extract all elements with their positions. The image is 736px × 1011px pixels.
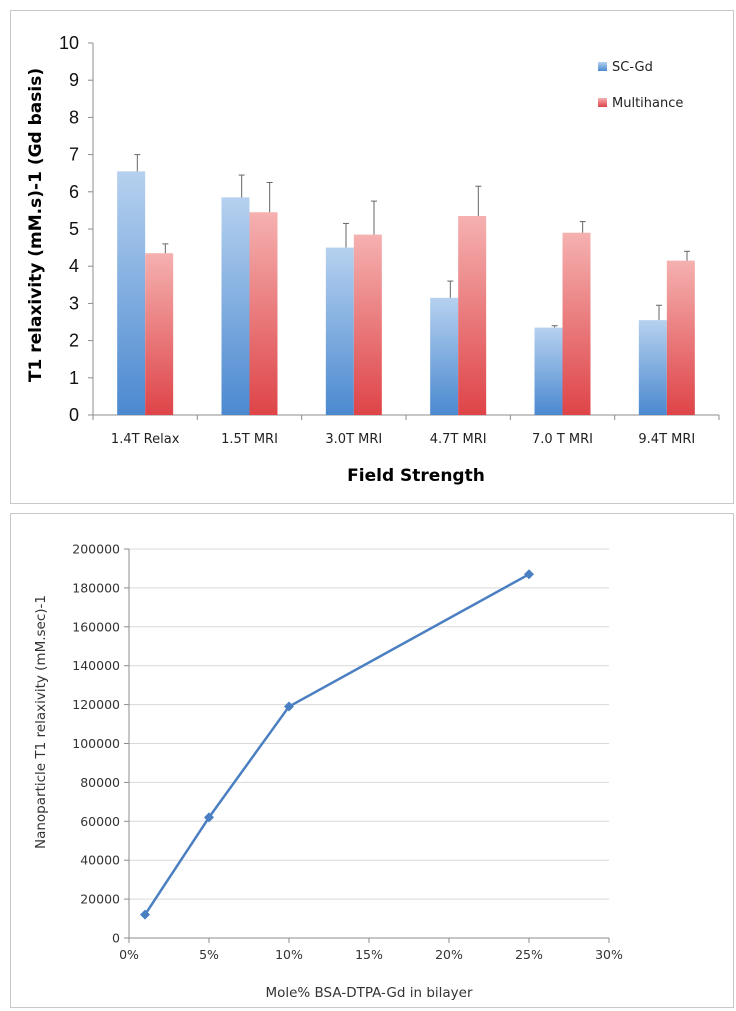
line-x-tick-label: 30% [595, 947, 623, 962]
bar-y-tick-label: 6 [69, 182, 79, 202]
line-y-tick-label: 100000 [72, 736, 120, 751]
line-x-tick-label: 15% [355, 947, 383, 962]
bar-x-tick-label: 7.0 T MRI [532, 432, 593, 447]
bar-chart: 0 1 2 3 4 5 6 7 8 9 10 1.4T Relax 1.5T MRI 3.0T MRI 4.… [26, 33, 720, 486]
line-point-marker [284, 701, 294, 712]
line-chart: 0 20000 40000 60000 80000 100000 120000 140000 1… [33, 542, 623, 1002]
bar-x-tick-label: 1.4T Relax [111, 432, 180, 447]
line-x-axis-title: Mole% BSA-DTPA-Gd in bilayer [265, 985, 473, 1001]
legend-swatch-sc-gd [598, 62, 607, 71]
bar-multihance [353, 234, 382, 415]
bar-x-tick-label: 3.0T MRI [325, 432, 382, 447]
bar-legend: SC-Gd Multihance [598, 60, 683, 111]
line-y-tick-label: 160000 [72, 619, 120, 634]
line-x-tick-label: 5% [199, 947, 219, 962]
line-y-tick-label: 20000 [80, 892, 120, 907]
bar-sc-gd [638, 320, 667, 415]
line-y-tick-label: 140000 [72, 658, 120, 673]
bar-multihance [145, 253, 174, 415]
line-y-axis-title: Nanoparticle T1 relaxivity (mM.sec)-1 [33, 595, 49, 849]
bar-x-tick-label: 1.5T MRI [221, 432, 278, 447]
line-y-tick-label: 40000 [80, 853, 120, 868]
bar-y-tick-label: 4 [69, 256, 79, 276]
bar-multihance [562, 232, 591, 415]
bar-y-tick-label: 3 [69, 293, 79, 313]
bar-chart-panel: 0 1 2 3 4 5 6 7 8 9 10 1.4T Relax 1.5T MRI 3.0T MRI 4.… [10, 10, 734, 504]
line-x-tick-label: 20% [435, 947, 463, 962]
line-chart-panel: 0 20000 40000 60000 80000 100000 120000 140000 1… [10, 513, 734, 1008]
line-x-tick-label: 0% [119, 947, 139, 962]
bar-y-tick-label: 5 [69, 219, 79, 239]
bar-y-axis-title: T1 relaxivity (mM.s)-1 (Gd basis) [26, 68, 46, 382]
bar-sc-gd [325, 247, 354, 415]
line-point-marker [204, 812, 214, 823]
line-y-tick-label: 60000 [80, 814, 120, 829]
line-y-tick-label: 180000 [72, 580, 120, 595]
bar-x-tick-label: 9.4T MRI [638, 432, 695, 447]
line-x-tick-label: 25% [515, 947, 543, 962]
bar-y-tick-label: 7 [69, 145, 79, 165]
bar-x-tick-label: 4.7T MRI [430, 432, 487, 447]
bar-multihance [249, 212, 278, 415]
bar-y-tick-label: 2 [69, 331, 79, 351]
line-y-tick-label: 120000 [72, 697, 120, 712]
bar-y-tick-label: 9 [69, 70, 79, 90]
line-series [143, 573, 530, 916]
line-y-tick-label: 80000 [80, 775, 120, 790]
line-y-tick-label: 0 [112, 931, 120, 946]
bar-multihance [666, 260, 695, 415]
bar-x-axis-title: Field Strength [347, 466, 485, 486]
bar-sc-gd [117, 171, 146, 415]
line-point-marker [140, 909, 150, 920]
legend-swatch-multihance [598, 98, 607, 107]
bar-sc-gd [534, 327, 563, 415]
legend-label-sc-gd: SC-Gd [612, 60, 653, 75]
bar-sc-gd [430, 297, 459, 415]
bar-y-tick-label: 1 [69, 368, 79, 388]
bar-y-tick-label: 8 [69, 107, 79, 127]
line-y-tick-label: 200000 [72, 542, 120, 557]
bar-multihance [458, 215, 487, 415]
line-point-marker [524, 569, 534, 580]
bar-y-tick-label: 10 [59, 33, 79, 53]
line-x-tick-label: 10% [275, 947, 303, 962]
legend-label-multihance: Multihance [612, 96, 683, 111]
bar-y-tick-label: 0 [69, 405, 79, 425]
bar-sc-gd [221, 197, 250, 415]
